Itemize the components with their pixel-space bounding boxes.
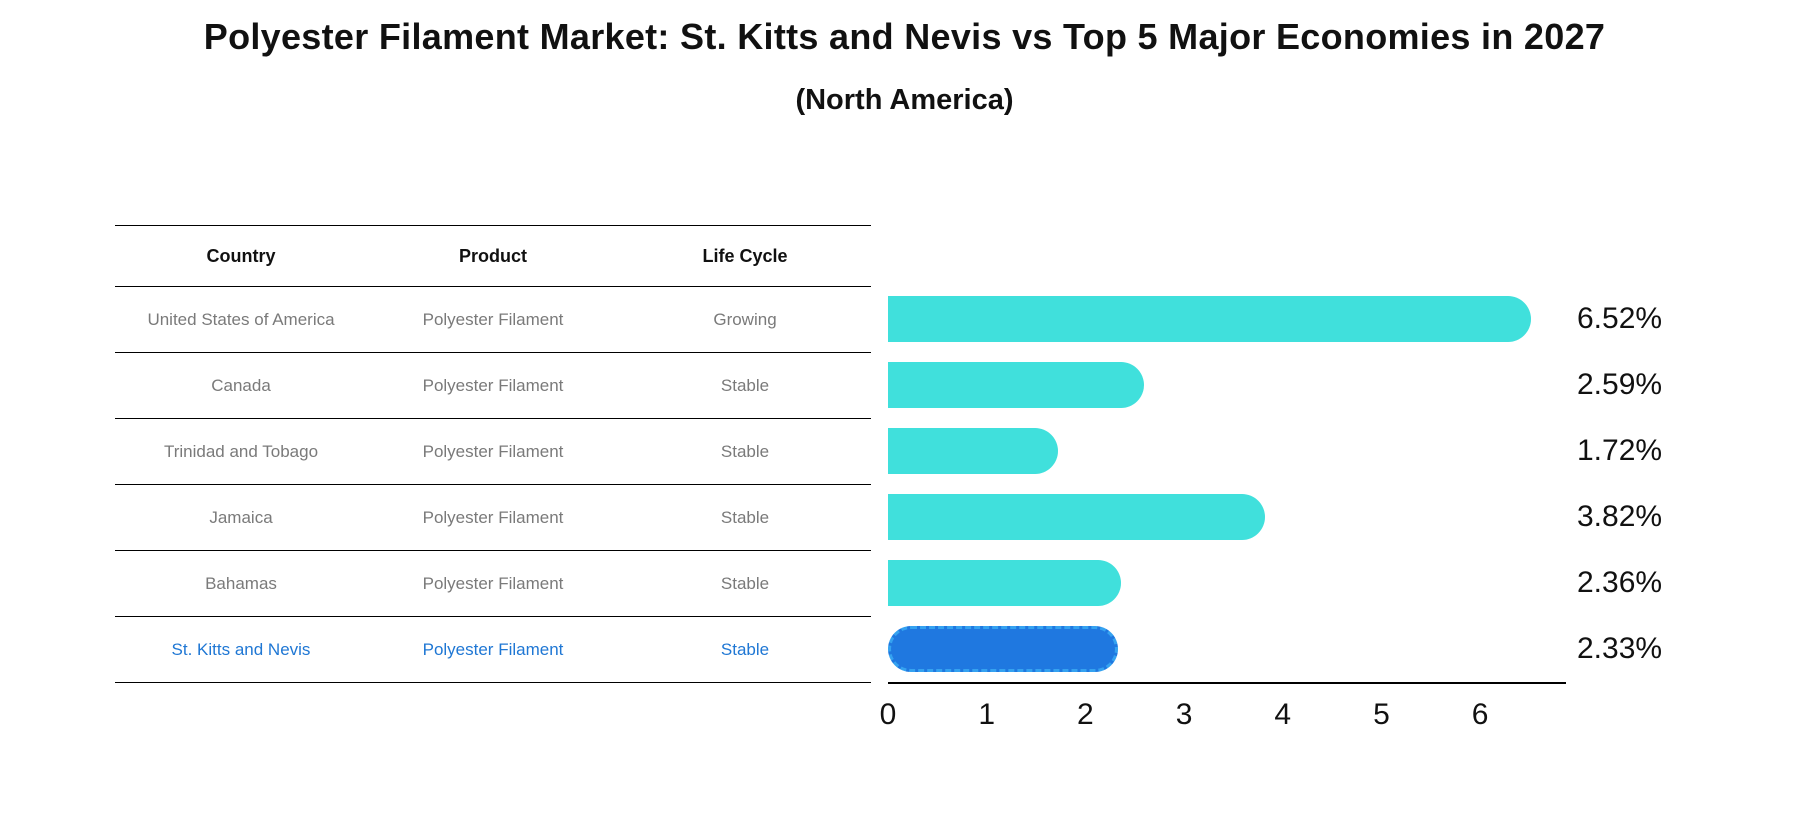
header-life-cycle: Life Cycle — [619, 225, 871, 287]
cell-country: United States of America — [115, 286, 367, 353]
bar-jamaica — [888, 494, 1265, 540]
header-country: Country — [115, 225, 367, 287]
cell-product: Polyester Filament — [367, 352, 619, 419]
table-row: Canada Polyester Filament Stable — [115, 352, 871, 419]
country-table-wrap: Country Product Life Cycle United States… — [115, 225, 871, 683]
table-row: Jamaica Polyester Filament Stable — [115, 484, 871, 551]
table-row: Trinidad and Tobago Polyester Filament Sta… — [115, 418, 871, 485]
bar-row — [888, 484, 1566, 550]
bar-row — [888, 616, 1566, 682]
cell-life-cycle: Stable — [619, 616, 871, 683]
main-area: Country Product Life Cycle United States… — [0, 225, 1809, 731]
plot-area: 0 1 2 3 4 5 6 — [880, 286, 1566, 731]
table-row: Bahamas Polyester Filament Stable — [115, 550, 871, 617]
country-table: Country Product Life Cycle United States… — [115, 225, 871, 683]
bar-row — [888, 352, 1566, 418]
cell-life-cycle: Stable — [619, 418, 871, 485]
x-tick-label: 3 — [1175, 698, 1193, 731]
cell-product: Polyester Filament — [367, 616, 619, 683]
x-axis-ticks: 0 1 2 3 4 5 6 — [880, 690, 1566, 731]
cell-product: Polyester Filament — [367, 418, 619, 485]
cell-life-cycle: Stable — [619, 352, 871, 419]
bar-trinidad-and-tobago — [888, 428, 1058, 474]
bar-value-label: 2.33% — [1577, 632, 1663, 665]
cell-country: Canada — [115, 352, 367, 419]
bar-st-kitts-and-nevis — [888, 626, 1118, 672]
x-tick-label: 4 — [1274, 698, 1292, 731]
cell-country: Trinidad and Tobago — [115, 418, 367, 485]
bar-row — [888, 418, 1566, 484]
bar-value-label: 1.72% — [1577, 434, 1663, 467]
x-tick-label: 0 — [879, 698, 897, 731]
bar-row — [888, 286, 1566, 352]
cell-life-cycle: Stable — [619, 550, 871, 617]
cell-life-cycle: Growing — [619, 286, 871, 353]
bar-value-label: 6.52% — [1577, 302, 1663, 335]
bar-value-label: 3.82% — [1577, 500, 1663, 533]
page-title: Polyester Filament Market: St. Kitts and… — [203, 16, 1606, 57]
bar-canada — [888, 362, 1144, 408]
x-tick-label: 1 — [978, 698, 996, 731]
header-product: Product — [367, 225, 619, 287]
table-row: United States of America Polyester Filame… — [115, 286, 871, 353]
bar-united-states-of-america — [888, 296, 1532, 342]
cell-life-cycle: Stable — [619, 484, 871, 551]
bar-chart: 0 1 2 3 4 5 6 6.52% 2.59% 1.72% 3.82% 2.36% 2.33% — [880, 286, 1788, 731]
cell-country: Jamaica — [115, 484, 367, 551]
cell-product: Polyester Filament — [367, 286, 619, 353]
bar-bahamas — [888, 560, 1121, 606]
bar-value-label: 2.36% — [1577, 566, 1663, 599]
bar-row — [888, 550, 1566, 616]
table-body: United States of America Polyester Filame… — [115, 286, 871, 683]
cell-country: Bahamas — [115, 550, 367, 617]
x-tick-label: 2 — [1077, 698, 1094, 731]
table-row: St. Kitts and Nevis Polyester Filament Sta… — [115, 616, 871, 683]
cell-product: Polyester Filament — [367, 484, 619, 551]
table-header: Country Product Life Cycle — [115, 225, 871, 287]
bar-value-label: 2.59% — [1577, 368, 1663, 401]
page-subtitle: (North America) — [795, 84, 1014, 116]
x-tick-label: 6 — [1471, 698, 1489, 731]
cell-product: Polyester Filament — [367, 550, 619, 617]
table-header-row: Country Product Life Cycle — [115, 225, 871, 287]
cell-country: St. Kitts and Nevis — [115, 616, 367, 683]
x-tick-label: 5 — [1373, 698, 1390, 731]
